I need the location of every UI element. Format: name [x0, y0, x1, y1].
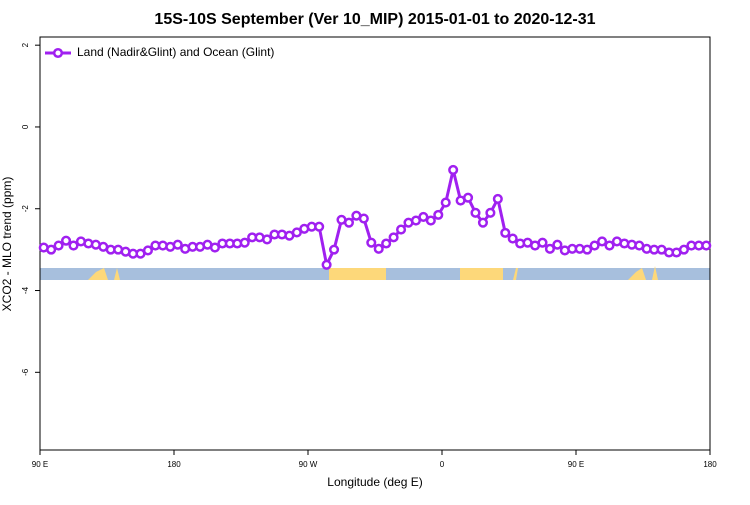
data-point — [314, 221, 325, 232]
y-tick-label: 2 — [21, 42, 30, 47]
data-point — [239, 237, 250, 248]
x-tick-label: 180 — [167, 460, 181, 469]
data-point — [507, 233, 518, 244]
y-tick-label: -2 — [21, 205, 30, 213]
y-tick-label: -6 — [21, 368, 30, 376]
data-point — [262, 234, 273, 245]
data-point — [373, 243, 384, 254]
data-point — [410, 215, 421, 226]
data-point — [388, 232, 399, 243]
y-tick-label: 0 — [21, 124, 30, 129]
x-axis-label: Longitude (deg E) — [327, 475, 422, 489]
data-point — [209, 242, 220, 253]
data-point — [597, 236, 608, 247]
data-point — [321, 259, 332, 270]
data-point — [500, 227, 511, 238]
data-point — [485, 207, 496, 218]
data-point — [492, 193, 503, 204]
x-tick-label: 180 — [703, 460, 717, 469]
legend-label: Land (Nadir&Glint) and Ocean (Glint) — [77, 45, 274, 59]
data-point — [68, 240, 79, 251]
legend-marker — [52, 47, 64, 59]
data-point — [61, 235, 72, 246]
data-point — [463, 192, 474, 203]
data-point — [418, 211, 429, 222]
data-point — [433, 209, 444, 220]
data-point — [701, 240, 712, 251]
data-point — [552, 239, 563, 250]
x-tick-label: 90 W — [299, 460, 318, 469]
data-point — [343, 217, 354, 228]
data-point — [329, 244, 340, 255]
y-tick-label: -4 — [21, 286, 30, 294]
data-point — [589, 240, 600, 251]
data-point — [470, 207, 481, 218]
data-point — [678, 244, 689, 255]
data-point — [142, 245, 153, 256]
data-point — [366, 237, 377, 248]
x-tick-label: 90 E — [568, 460, 584, 469]
data-point — [582, 244, 593, 255]
data-point — [544, 243, 555, 254]
y-axis-label: XCO2 - MLO trend (ppm) — [0, 177, 14, 312]
data-point — [477, 217, 488, 228]
data-point — [53, 240, 64, 251]
land-ocean-band — [40, 266, 710, 280]
x-tick-label: 0 — [440, 460, 445, 469]
data-point — [358, 213, 369, 224]
data-point — [604, 240, 615, 251]
data-point — [172, 239, 183, 250]
data-point — [440, 197, 451, 208]
data-point — [46, 244, 57, 255]
data-point — [396, 224, 407, 235]
data-point — [291, 227, 302, 238]
x-tick-label: 90 E — [32, 460, 48, 469]
chart-title: 15S-10S September (Ver 10_MIP) 2015-01-0… — [154, 11, 595, 28]
data-point — [425, 215, 436, 226]
data-point — [381, 238, 392, 249]
data-point — [537, 237, 548, 248]
data-point — [448, 164, 459, 175]
